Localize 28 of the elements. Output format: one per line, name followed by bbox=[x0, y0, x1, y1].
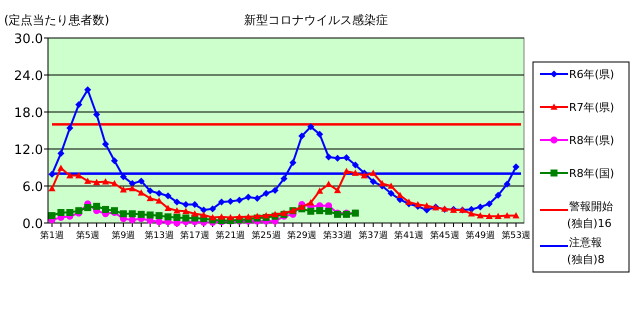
legend-label: R8年(国) bbox=[569, 167, 614, 180]
y-tick-label: 24.0 bbox=[14, 69, 43, 84]
y-tick-label: 0.0 bbox=[22, 217, 43, 232]
legend-label: R7年(県) bbox=[569, 101, 614, 114]
y-axis-title: (定点当たり患者数) bbox=[4, 13, 110, 27]
chart-title: 新型コロナウイルス感染症 bbox=[244, 13, 388, 27]
x-tick-label: 第25週 bbox=[251, 230, 281, 241]
x-tick-label: 第41週 bbox=[394, 230, 424, 241]
x-tick-label: 第5週 bbox=[76, 230, 100, 241]
x-tick-label: 第33週 bbox=[322, 230, 352, 241]
legend-label: 警報開始(独自)16 bbox=[567, 200, 613, 230]
y-tick-label: 18.0 bbox=[14, 106, 43, 121]
x-tick-label: 第21週 bbox=[216, 230, 246, 241]
x-tick-label: 第9週 bbox=[112, 230, 136, 241]
y-tick-label: 6.0 bbox=[22, 180, 43, 195]
legend-label: 注意報(独自)8 bbox=[567, 236, 605, 266]
x-tick-label: 第13週 bbox=[144, 230, 174, 241]
x-tick-label: 第53週 bbox=[501, 230, 531, 241]
x-tick-label: 第1週 bbox=[40, 230, 64, 241]
y-tick-label: 12.0 bbox=[14, 143, 43, 158]
x-tick-label: 第49週 bbox=[466, 230, 496, 241]
x-tick-label: 第37週 bbox=[358, 230, 388, 241]
x-tick-label: 第29週 bbox=[287, 230, 317, 241]
legend-label: R8年(県) bbox=[569, 134, 614, 147]
legend-label: R6年(県) bbox=[569, 68, 614, 81]
y-tick-label: 30.0 bbox=[14, 32, 43, 47]
x-tick-label: 第17週 bbox=[180, 230, 210, 241]
x-tick-label: 第45週 bbox=[430, 230, 460, 241]
